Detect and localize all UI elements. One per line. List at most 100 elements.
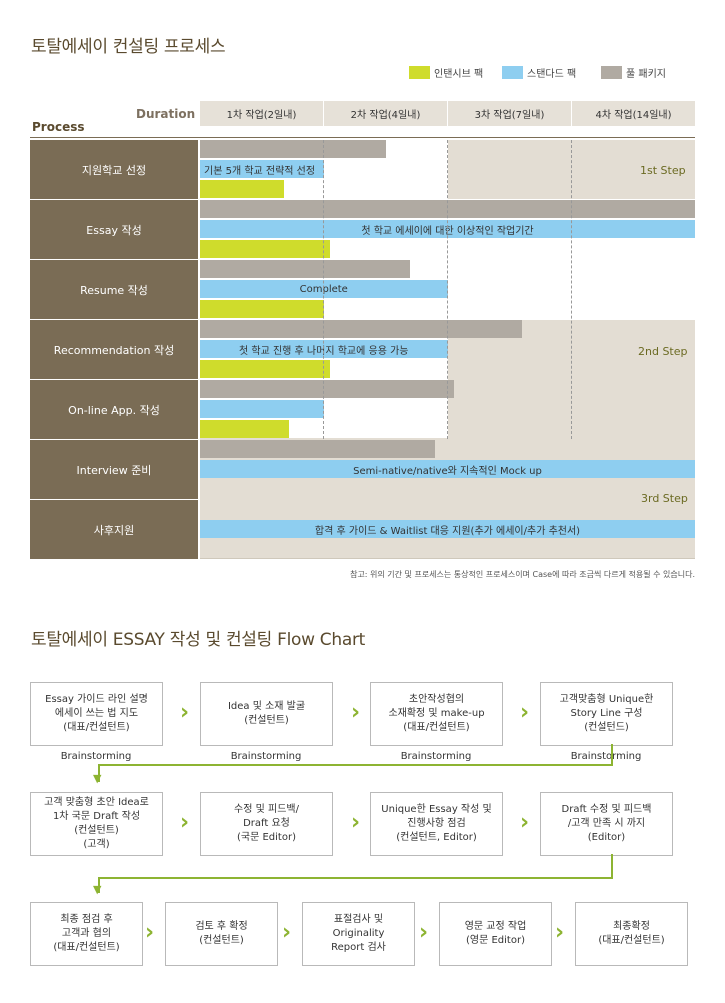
connector-line bbox=[98, 764, 613, 766]
step-label: 2nd Step bbox=[638, 345, 688, 358]
chevron-right-icon: › bbox=[520, 810, 530, 835]
legend-label: 스탠다드 팩 bbox=[527, 69, 577, 80]
legend-label: 풀 패키지 bbox=[626, 69, 666, 80]
bar-intensive bbox=[200, 420, 290, 438]
row-divider bbox=[30, 199, 198, 200]
chevron-right-icon: › bbox=[180, 700, 190, 725]
flow-step-box: 최종 점검 후 고객과 협의 (대표/컨설턴트) bbox=[30, 902, 143, 966]
connector-line bbox=[98, 764, 100, 782]
phase-divider bbox=[447, 140, 448, 439]
arrow-down-icon: ▼ bbox=[93, 772, 102, 785]
brainstorming-label: Brainstorming bbox=[60, 751, 132, 762]
phase-divider bbox=[571, 140, 572, 439]
brainstorming-label: Brainstorming bbox=[230, 751, 302, 762]
legend-swatch bbox=[601, 66, 622, 79]
flow-step-text: 표절검사 및 Originality Report 검사 bbox=[331, 914, 386, 953]
chevron-right-icon: › bbox=[351, 810, 361, 835]
phase-divider bbox=[323, 140, 324, 439]
flow-step-box: Unique한 Essay 작성 및 진행사항 점검 (컨설턴트, Editor… bbox=[370, 792, 503, 856]
brainstorming-label: Brainstorming bbox=[400, 751, 472, 762]
flow-step-box: 수정 및 피드백/ Draft 요청 (국문 Editor) bbox=[200, 792, 333, 856]
flow-step-box: 표절검사 및 Originality Report 검사 bbox=[302, 902, 415, 966]
flow-step-box: 최종확정 (대표/컨설턴트) bbox=[575, 902, 688, 966]
connector-line bbox=[611, 854, 613, 878]
chevron-right-icon: › bbox=[520, 700, 530, 725]
bar-intensive bbox=[200, 360, 330, 378]
flow-step-box: 초안작성협의 소재확정 및 make-up (대표/컨설턴트) bbox=[370, 682, 503, 746]
duration-label: Duration bbox=[136, 107, 196, 121]
phase-header: 1차 작업(2일내) bbox=[200, 101, 323, 126]
bar-full-package bbox=[200, 320, 522, 338]
phase-header: 2차 작업(4일내) bbox=[324, 101, 447, 126]
process-title: 토탈에세이 컨설팅 프로세스 bbox=[31, 37, 226, 57]
chevron-right-icon: › bbox=[180, 810, 190, 835]
flow-step-box: 영문 교정 작업 (영문 Editor) bbox=[439, 902, 552, 966]
bar-intensive bbox=[200, 240, 330, 258]
flow-step-box: Draft 수정 및 피드백 /고객 만족 시 까지 (Editor) bbox=[540, 792, 673, 856]
phase-header: 3차 작업(7일내) bbox=[448, 101, 571, 126]
process-label: Process bbox=[32, 120, 85, 134]
flow-step-text: 최종 점검 후 고객과 협의 (대표/컨설턴트) bbox=[53, 914, 120, 953]
step-shade bbox=[200, 438, 695, 558]
step-label: 3rd Step bbox=[641, 492, 688, 505]
row-label: 지원학교 선정 bbox=[30, 140, 198, 199]
flow-step-text: Unique한 Essay 작성 및 진행사항 점검 (컨설턴트, Editor… bbox=[381, 804, 492, 843]
connector-line bbox=[98, 877, 100, 893]
flow-step-text: 고객맞춤형 Unique한 Story Line 구성 (컨설턴드) bbox=[559, 694, 654, 733]
row-divider bbox=[30, 439, 198, 440]
legend-swatch bbox=[409, 66, 430, 79]
flow-step-box: 고객 맞춤형 초안 Idea로 1차 국문 Draft 작성 (컨설턴트) (고… bbox=[30, 792, 163, 856]
arrow-down-icon: ▼ bbox=[93, 883, 102, 896]
flow-step-text: 수정 및 피드백/ Draft 요청 (국문 Editor) bbox=[234, 804, 299, 843]
row-label: Resume 작성 bbox=[30, 260, 198, 319]
phase-header: 4차 작업(14일내) bbox=[572, 101, 695, 126]
row-divider bbox=[30, 319, 198, 320]
chevron-right-icon: › bbox=[282, 920, 292, 945]
flow-step-text: 고객 맞춤형 초안 Idea로 1차 국문 Draft 작성 (컨설턴트) (고… bbox=[44, 797, 149, 850]
row-divider bbox=[30, 379, 198, 380]
bar-full-package bbox=[200, 140, 386, 158]
chevron-right-icon: › bbox=[351, 700, 361, 725]
flow-step-text: 검토 후 확정 (컨설턴트) bbox=[195, 921, 248, 946]
step-label: 1st Step bbox=[640, 164, 686, 177]
row-label: Recommendation 작성 bbox=[30, 320, 198, 379]
bar-full-package bbox=[200, 440, 436, 458]
flow-step-box: Idea 및 소재 발굴 (컨설턴트) bbox=[200, 682, 333, 746]
header-divider bbox=[30, 137, 695, 138]
flow-step-box: 검토 후 확정 (컨설턴트) bbox=[165, 902, 278, 966]
chevron-right-icon: › bbox=[419, 920, 429, 945]
chevron-right-icon: › bbox=[145, 920, 155, 945]
row-label: 사후지원 bbox=[30, 500, 198, 559]
bar-standard: 합격 후 가이드 & Waitlist 대응 지원(추가 에세이/추가 추천서) bbox=[200, 520, 695, 538]
row-label: Essay 작성 bbox=[30, 200, 198, 259]
legend-label: 인탠시브 팩 bbox=[434, 69, 484, 80]
bar-standard: Semi-native/native와 지속적인 Mock up bbox=[200, 460, 695, 478]
connector-line bbox=[98, 877, 613, 879]
footnote: 참고: 위의 기간 및 프로세스는 통상적인 프로세스이며 Case에 따라 조… bbox=[350, 570, 695, 579]
flow-step-text: 최종확정 (대표/컨설턴트) bbox=[598, 921, 665, 946]
flow-title: 토탈에세이 ESSAY 작성 및 컨설팅 Flow Chart bbox=[31, 630, 366, 650]
flow-step-text: Idea 및 소재 발굴 (컨설턴트) bbox=[227, 701, 306, 726]
legend-swatch bbox=[502, 66, 523, 79]
row-label: On-line App. 작성 bbox=[30, 380, 198, 439]
bar-intensive bbox=[200, 300, 324, 318]
chevron-right-icon: › bbox=[555, 920, 565, 945]
connector-line bbox=[611, 744, 613, 765]
row-divider bbox=[30, 259, 198, 260]
gantt-chart: Process Duration 1차 작업(2일내) 2차 작업(4일내) 3차 … bbox=[30, 101, 695, 559]
bar-standard bbox=[200, 400, 324, 418]
brainstorming-label: Brainstorming bbox=[570, 751, 642, 762]
row-label: Interview 준비 bbox=[30, 440, 198, 499]
flow-step-box: Essay 가이드 라인 설명 에세이 쓰는 법 지도 (대표/컨설턴트) bbox=[30, 682, 163, 746]
bar-full-package bbox=[200, 260, 411, 278]
flow-step-text: Draft 수정 및 피드백 /고객 만족 시 까지 (Editor) bbox=[561, 804, 652, 843]
bar-full-package bbox=[200, 380, 454, 398]
row-divider bbox=[30, 499, 198, 500]
bar-standard: 기본 5개 학교 전략적 선정 bbox=[200, 160, 324, 178]
flow-step-text: Essay 가이드 라인 설명 에세이 쓰는 법 지도 (대표/컨설턴트) bbox=[45, 694, 148, 733]
chart-bottom-line bbox=[200, 558, 695, 559]
flow-step-box: 고객맞춤형 Unique한 Story Line 구성 (컨설턴드) bbox=[540, 682, 673, 746]
flow-step-text: 영문 교정 작업 (영문 Editor) bbox=[464, 921, 527, 946]
flow-step-text: 초안작성협의 소재확정 및 make-up (대표/컨설턴트) bbox=[388, 694, 485, 733]
bar-intensive bbox=[200, 180, 285, 198]
